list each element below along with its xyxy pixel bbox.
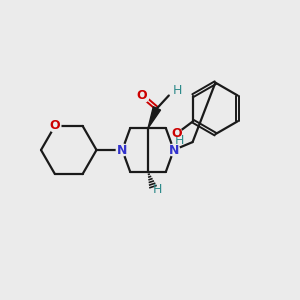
Text: H: H <box>173 84 182 97</box>
Circle shape <box>172 128 182 138</box>
Circle shape <box>49 120 61 132</box>
Circle shape <box>168 144 180 156</box>
Text: O: O <box>171 127 181 140</box>
Text: H: H <box>153 183 163 196</box>
Text: O: O <box>137 89 147 102</box>
Circle shape <box>137 91 149 102</box>
Text: N: N <box>117 143 128 157</box>
Text: O: O <box>50 119 60 133</box>
Circle shape <box>116 144 128 156</box>
Polygon shape <box>148 107 161 128</box>
Text: H: H <box>175 134 184 147</box>
Text: N: N <box>169 143 179 157</box>
